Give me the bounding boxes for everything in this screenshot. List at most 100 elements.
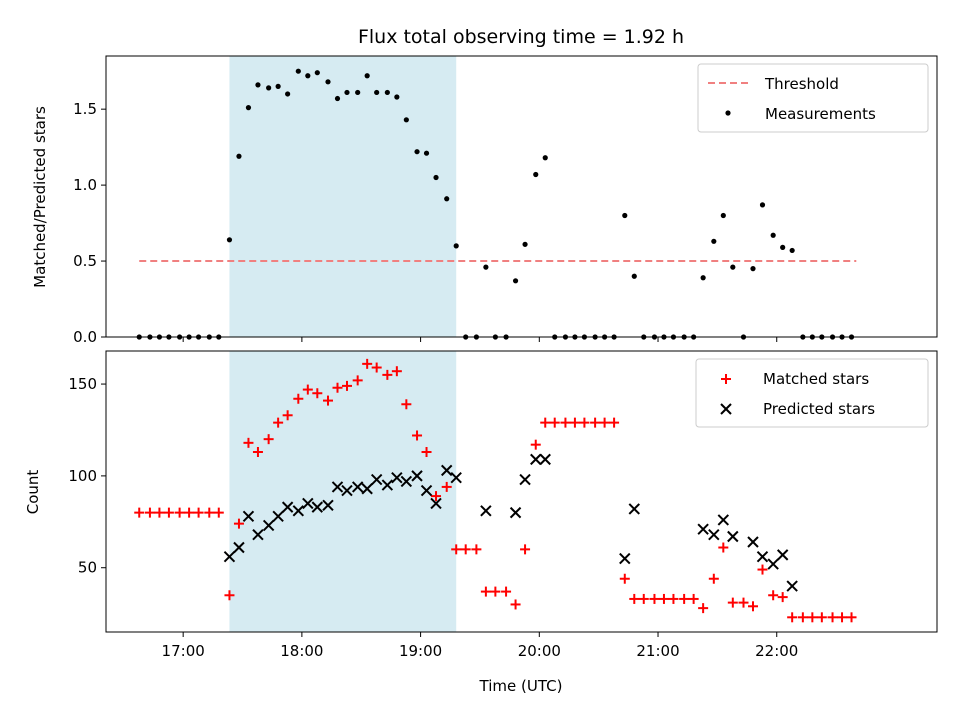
matched-star-point xyxy=(163,507,174,518)
predicted-star-point xyxy=(441,464,453,477)
bottom-x-ticks: 17:00 18:00 19:00 20:00 21:00 22:00 xyxy=(162,632,798,660)
bottom-legend-box xyxy=(695,358,929,428)
matched-star-point xyxy=(154,507,165,518)
matched-star-point xyxy=(579,417,590,428)
matched-star-point xyxy=(846,612,857,623)
matched-star-point xyxy=(252,447,263,458)
predicted-star-point xyxy=(272,510,284,523)
matched-star-point xyxy=(816,612,827,623)
matched-star-point xyxy=(797,612,808,623)
matched-star-point xyxy=(421,447,432,458)
matched-star-point xyxy=(510,599,521,610)
matched-star-point xyxy=(590,417,601,428)
matched-star-point xyxy=(302,384,313,395)
predicted-star-point xyxy=(331,481,344,493)
top-y-axis-label: Matched/Predicted stars xyxy=(31,106,49,288)
legend-predicted-swatch xyxy=(720,403,732,415)
predicted-star-point xyxy=(776,549,789,561)
predicted-star-point xyxy=(322,499,334,511)
bottom-x-tick-label: 19:00 xyxy=(399,642,442,660)
matched-star-point xyxy=(530,439,541,450)
measurement-point xyxy=(711,238,717,244)
measurement-point xyxy=(423,150,430,156)
predicted-star-point xyxy=(530,453,542,466)
top-x-ticks xyxy=(182,337,778,342)
measurement-point xyxy=(631,273,637,279)
bottom-count-points xyxy=(134,358,857,623)
matched-star-point xyxy=(341,380,352,391)
matched-star-point xyxy=(362,358,373,369)
measurement-point xyxy=(334,95,341,102)
predicted-star-point xyxy=(697,523,709,535)
matched-star-point xyxy=(134,507,145,518)
measurement-point xyxy=(444,196,450,202)
measurement-point xyxy=(374,89,380,96)
measurement-point xyxy=(433,174,439,181)
measurement-point xyxy=(255,82,261,88)
measurement-point xyxy=(759,202,766,208)
matched-star-point xyxy=(619,573,630,584)
matched-star-point xyxy=(174,507,185,518)
measurement-point xyxy=(533,171,539,178)
matched-star-point xyxy=(638,593,649,604)
matched-star-point xyxy=(144,507,155,518)
measurement-point xyxy=(295,68,301,74)
predicted-star-point xyxy=(302,497,314,510)
matched-star-point xyxy=(263,434,274,445)
measurement-point xyxy=(364,73,370,79)
bottom-y-tick-label: 50 xyxy=(78,559,97,577)
top-legend-box xyxy=(697,63,929,133)
measurement-point xyxy=(700,275,706,281)
bottom-x-tick-label: 17:00 xyxy=(162,642,205,660)
matched-star-point xyxy=(501,586,512,597)
predicted-star-point xyxy=(391,472,403,484)
predicted-star-point xyxy=(381,479,394,491)
bottom-x-tick-label: 22:00 xyxy=(755,642,798,660)
predicted-star-point xyxy=(708,528,720,541)
predicted-star-point xyxy=(223,550,236,563)
matched-star-point xyxy=(293,393,304,404)
matched-star-point xyxy=(184,507,195,518)
predicted-star-point xyxy=(727,530,739,543)
matched-star-point xyxy=(807,612,818,623)
measurement-point xyxy=(403,117,409,123)
matched-star-point xyxy=(787,612,798,623)
matched-star-point xyxy=(401,399,412,410)
measurement-point xyxy=(275,83,281,89)
measurement-point xyxy=(384,89,390,96)
matched-star-point xyxy=(490,586,501,597)
measurement-point xyxy=(453,243,459,249)
matched-star-point xyxy=(609,417,620,428)
predicted-star-point xyxy=(450,472,462,484)
matched-star-point xyxy=(273,417,284,428)
measurement-point xyxy=(789,247,795,254)
predicted-star-point xyxy=(786,580,798,592)
measurement-point xyxy=(542,155,548,161)
matched-star-point xyxy=(569,417,580,428)
predicted-star-point xyxy=(281,501,294,513)
predicted-star-point xyxy=(242,510,255,523)
matched-star-point xyxy=(441,481,452,492)
matched-star-point xyxy=(668,593,679,604)
matched-star-point xyxy=(312,388,323,399)
measurement-point xyxy=(236,153,242,159)
legend-matched-label: Matched stars xyxy=(763,370,869,388)
predicted-star-point xyxy=(361,483,373,495)
measurement-point xyxy=(344,89,350,96)
legend-threshold-label: Threshold xyxy=(764,75,839,93)
predicted-star-point xyxy=(619,552,631,565)
matched-star-point xyxy=(757,564,768,575)
matched-star-point xyxy=(371,362,382,373)
matched-star-point xyxy=(193,507,204,518)
matched-star-point xyxy=(679,593,690,604)
measurement-point xyxy=(355,89,361,96)
predicted-star-point xyxy=(717,514,730,526)
measurement-point xyxy=(305,73,311,79)
top-y-tick-label: 1.0 xyxy=(73,176,97,194)
predicted-star-point xyxy=(430,497,442,510)
matched-star-point xyxy=(747,601,758,612)
measurement-point xyxy=(720,212,726,219)
top-plot-frame xyxy=(105,55,938,338)
predicted-star-point xyxy=(519,473,531,486)
measurement-point xyxy=(266,85,272,91)
